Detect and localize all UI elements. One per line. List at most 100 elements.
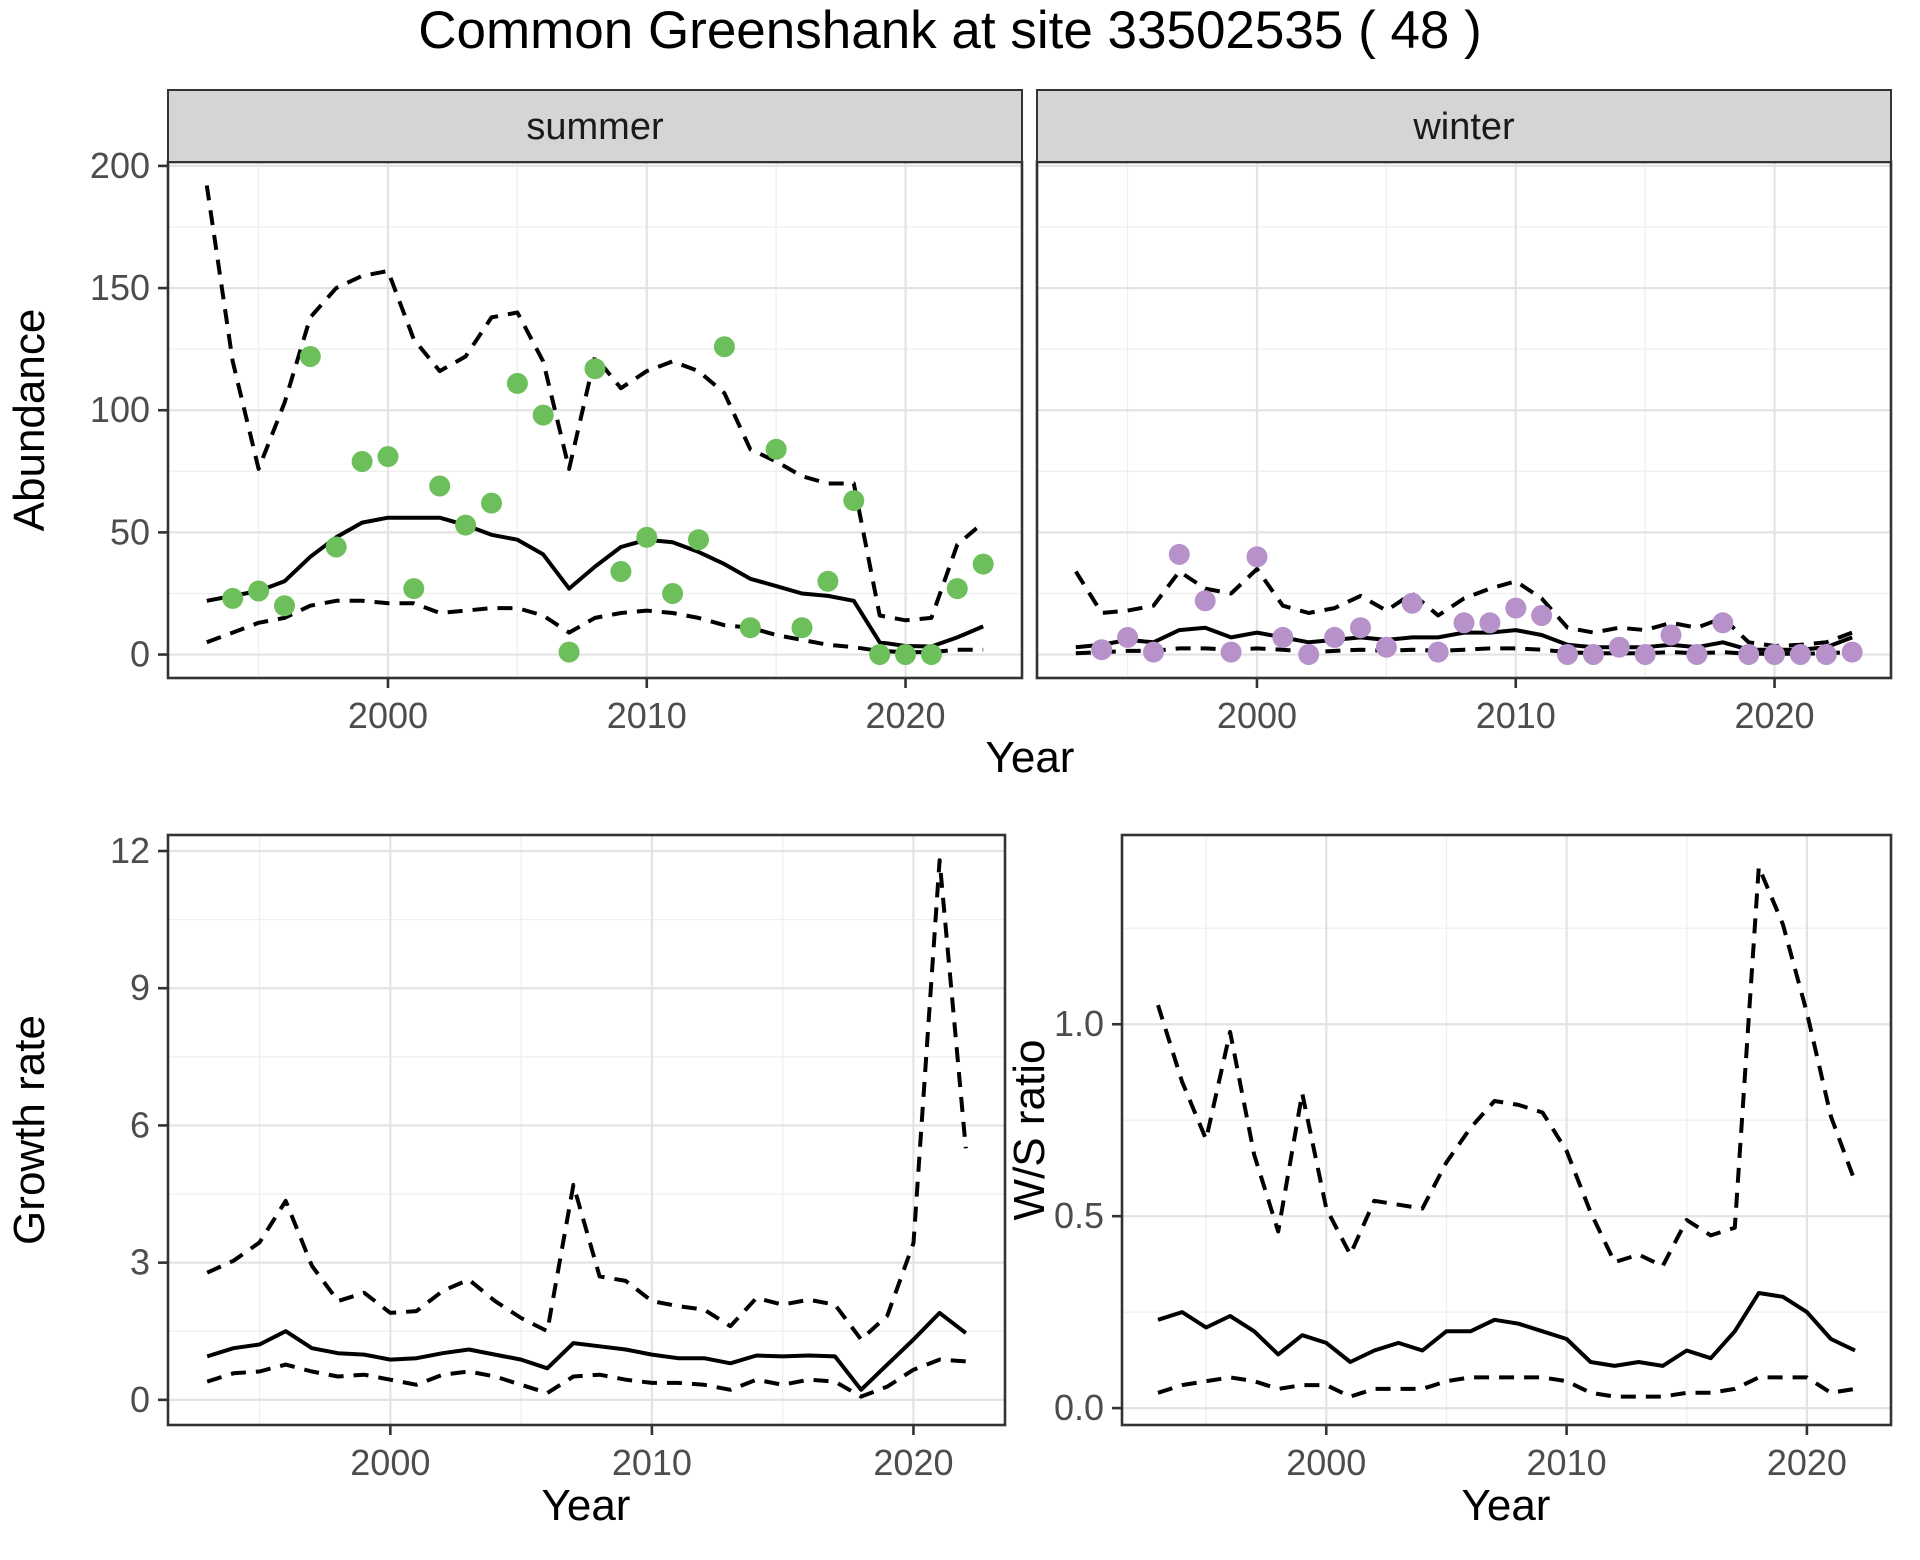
x-tick-label: 2020	[1767, 1442, 1847, 1483]
mean-line	[1157, 1291, 1856, 1368]
data-point	[1479, 612, 1501, 634]
data-point	[222, 587, 244, 609]
data-point	[1091, 639, 1113, 661]
x-axis-label-year-growth: Year	[542, 1481, 631, 1530]
y-tick-label: 100	[90, 389, 150, 430]
data-point	[351, 451, 373, 472]
data-point	[377, 446, 399, 468]
lower-ci-line	[206, 598, 984, 655]
data-point	[1634, 644, 1656, 665]
data-point	[610, 561, 632, 582]
data-point	[1608, 636, 1630, 658]
data-point	[1350, 617, 1371, 639]
data-point	[1531, 605, 1553, 626]
x-tick-label: 2010	[612, 1442, 692, 1483]
data-point	[1557, 644, 1578, 665]
data-point	[1117, 626, 1139, 648]
y-tick-label: 6	[130, 1104, 150, 1145]
y-tick-label: 0.0	[1054, 1387, 1104, 1428]
y-axis-label-abundance: Abundance	[5, 309, 54, 532]
panels-group: summer 2000 2010 2020 0 50 100 150 200 winter 2000…	[90, 89, 1893, 1483]
x-tick-label: 2000	[1286, 1442, 1366, 1483]
data-point	[1298, 644, 1320, 665]
y-tick-label: 0	[130, 1379, 150, 1420]
data-point	[1660, 624, 1682, 646]
x-axis-label-year-ws: Year	[1462, 1481, 1551, 1530]
data-point	[403, 578, 425, 600]
y-axis-label-growth-rate: Growth rate	[5, 1015, 54, 1245]
y-tick-label: 0.5	[1054, 1195, 1104, 1236]
x-tick-label: 2000	[1217, 695, 1297, 736]
panel-abundance-winter: winter 2000 2010 2020	[1035, 89, 1893, 736]
y-tick-label: 0	[130, 634, 150, 675]
data-point	[662, 583, 684, 604]
data-point	[1686, 644, 1708, 665]
data-point	[946, 578, 968, 600]
data-point	[1427, 641, 1449, 663]
data-point	[1194, 590, 1216, 612]
data-point	[1246, 546, 1268, 568]
data-point	[1764, 644, 1785, 665]
y-tick-label: 150	[90, 267, 150, 308]
x-tick-label: 2020	[873, 1442, 953, 1483]
lower-ci-line	[206, 1357, 966, 1399]
x-axis-label-year-top: Year	[986, 733, 1075, 782]
data-point	[1815, 644, 1837, 665]
data-point	[869, 644, 891, 665]
data-point	[1375, 636, 1397, 658]
data-point	[455, 514, 477, 536]
facet-strip	[1036, 89, 1892, 163]
panel-background	[168, 835, 1005, 1425]
mean-line	[206, 1310, 968, 1392]
facet-strip-label: winter	[1412, 106, 1515, 148]
y-tick-label: 3	[130, 1242, 150, 1283]
upper-ci-line	[206, 858, 968, 1342]
y-tick-label: 9	[130, 967, 150, 1008]
y-tick-label: 12	[110, 830, 150, 871]
y-axis-label-ws-ratio: W/S ratio	[1005, 1040, 1054, 1221]
data-point	[299, 346, 321, 367]
data-point	[791, 617, 813, 639]
data-point	[1505, 597, 1527, 619]
x-tick-label: 2010	[607, 695, 687, 736]
data-point	[895, 644, 916, 665]
upper-ci-line	[204, 185, 985, 623]
data-point	[1841, 641, 1863, 663]
data-point	[636, 526, 658, 548]
data-point	[558, 641, 580, 663]
chart-title: Common Greenshank at site 33502535 ( 48 …	[418, 1, 1482, 60]
upper-ci-line	[1074, 567, 1853, 648]
data-point	[1324, 626, 1346, 648]
panel-border	[1120, 833, 1893, 1427]
x-tick-label: 2010	[1527, 1442, 1607, 1483]
data-point	[584, 358, 606, 380]
y-tick-label: 200	[90, 145, 150, 186]
data-point	[688, 529, 709, 551]
data-point	[1582, 644, 1604, 665]
data-point	[1143, 641, 1164, 663]
data-point	[429, 475, 451, 497]
data-point	[248, 580, 270, 602]
x-tick-label: 2020	[865, 695, 945, 736]
x-tick-label: 2000	[348, 695, 428, 736]
x-tick-label: 2020	[1734, 695, 1814, 736]
data-point	[532, 404, 554, 426]
panel-background	[1122, 835, 1891, 1425]
data-point	[1789, 644, 1811, 665]
data-point	[274, 595, 295, 617]
data-point	[920, 644, 942, 665]
data-point	[739, 617, 761, 639]
data-point	[972, 553, 994, 575]
data-point	[506, 372, 528, 394]
data-point	[481, 492, 502, 514]
data-point	[765, 438, 787, 460]
y-tick-label: 50	[110, 511, 150, 552]
data-point	[1453, 612, 1475, 634]
data-point	[1712, 612, 1734, 634]
x-tick-label: 2000	[350, 1442, 430, 1483]
data-point	[1738, 644, 1760, 665]
data-point	[325, 536, 347, 558]
facet-strip-label: summer	[526, 106, 664, 148]
